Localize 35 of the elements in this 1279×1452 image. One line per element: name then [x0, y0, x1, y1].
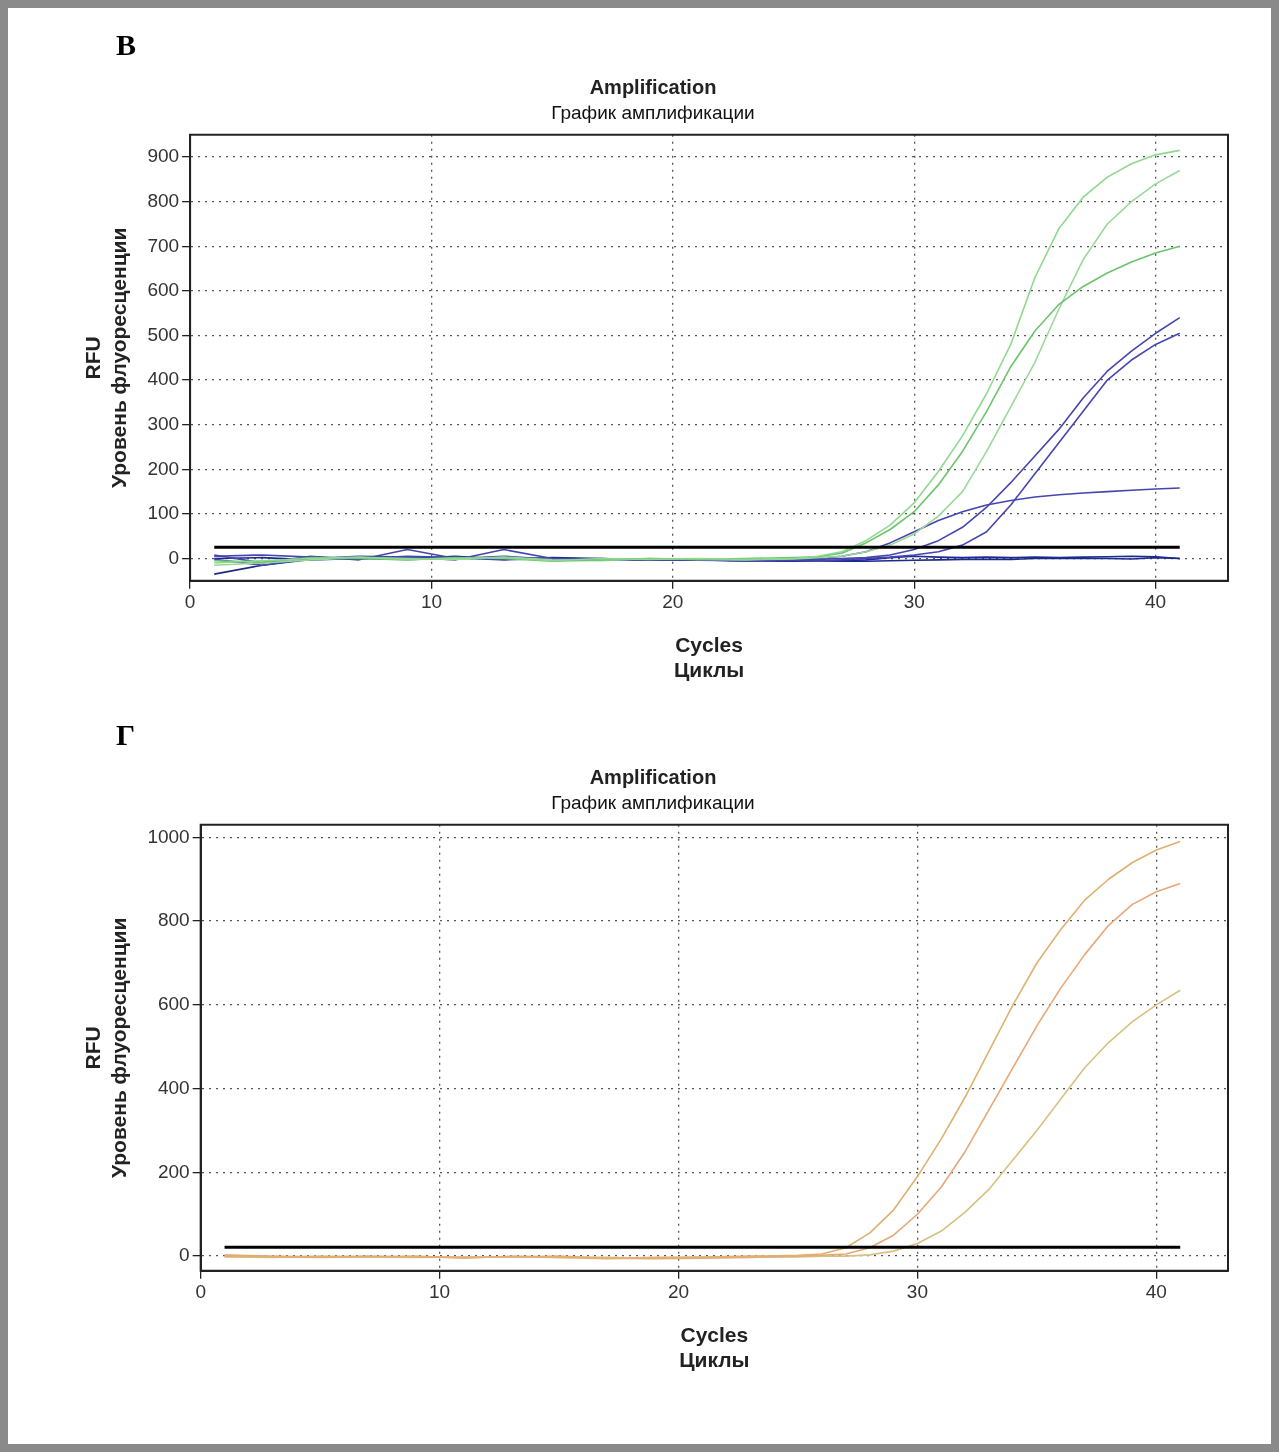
x-tick-label: 20 [667, 1281, 690, 1303]
x-axis-title: Cycles Циклы [673, 633, 745, 682]
x-tick-label: 10 [429, 1281, 451, 1303]
y-tick-label: 800 [157, 909, 190, 931]
chart-title: Amplification [589, 75, 717, 98]
chart-title: Amplification [589, 765, 717, 788]
y-tick-label: 0 [179, 1244, 190, 1266]
y-tick-label: 200 [157, 1160, 190, 1182]
text: Г [116, 718, 136, 752]
y-tick-label: 100 [147, 502, 180, 524]
y-tick-label: 400 [147, 368, 180, 390]
y-tick-label: 900 [147, 145, 180, 167]
y-tick-label: 300 [147, 412, 180, 434]
chart-subtitle: График амплификации [551, 791, 755, 813]
y-tick-label: 600 [147, 279, 180, 301]
x-tick-label: 10 [420, 591, 443, 613]
chart-subtitle: График амплификации [551, 101, 755, 123]
y-tick-label: 600 [157, 993, 190, 1015]
y-axis-title: RFU Уровень флуоресценции [81, 227, 130, 489]
y-tick-label: 400 [157, 1076, 190, 1098]
x-tick-label: 30 [903, 591, 925, 613]
x-tick-label: 40 [1145, 1281, 1167, 1303]
x-tick-label: 30 [906, 1281, 928, 1303]
x-tick-label: 20 [662, 591, 684, 613]
y-tick-label: 0 [168, 546, 180, 568]
y-axis-title: RFU Уровень флуоресценции [81, 917, 130, 1179]
y-tick-label: 500 [147, 323, 180, 345]
y-tick-label: 700 [147, 234, 180, 256]
x-tick-label: 0 [195, 1281, 206, 1303]
x-tick-label: 40 [1145, 591, 1167, 613]
y-tick-label: 1000 [147, 825, 190, 847]
text: В [116, 28, 137, 62]
y-tick-label: 200 [147, 457, 180, 479]
x-axis-title: Cycles Циклы [679, 1323, 750, 1372]
y-tick-label: 800 [147, 189, 180, 211]
